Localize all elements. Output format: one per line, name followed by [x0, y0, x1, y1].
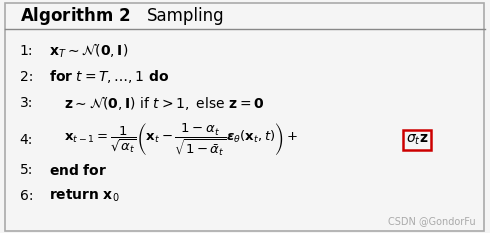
Text: $\mathbf{z} \sim \mathcal{N}(\mathbf{0}, \mathbf{I})\ \mathrm{if}\ t > 1,\ \math: $\mathbf{z} \sim \mathcal{N}(\mathbf{0},… — [64, 93, 264, 112]
Text: 4:: 4: — [20, 133, 33, 147]
Text: 6:: 6: — [20, 189, 33, 203]
Text: 2:: 2: — [20, 70, 33, 84]
Text: 1:: 1: — [20, 44, 33, 58]
FancyBboxPatch shape — [5, 3, 484, 231]
Text: $\mathbf{x}_T \sim \mathcal{N}(\mathbf{0}, \mathbf{I})$: $\mathbf{x}_T \sim \mathcal{N}(\mathbf{0… — [49, 42, 128, 60]
Text: $\mathbf{end\ for}$: $\mathbf{end\ for}$ — [49, 163, 107, 178]
Text: $\mathbf{for}\ t = T, \ldots, 1\ \mathbf{do}$: $\mathbf{for}\ t = T, \ldots, 1\ \mathbf… — [49, 69, 169, 85]
Text: Sampling: Sampling — [147, 7, 224, 25]
Text: $\mathbf{x}_{t-1} = \dfrac{1}{\sqrt{\alpha_t}} \left( \mathbf{x}_t - \dfrac{1-\a: $\mathbf{x}_{t-1} = \dfrac{1}{\sqrt{\alp… — [64, 122, 298, 158]
Text: 3:: 3: — [20, 96, 33, 110]
Text: 5:: 5: — [20, 163, 33, 177]
Text: $\mathbf{return}\ \mathbf{x}_0$: $\mathbf{return}\ \mathbf{x}_0$ — [49, 188, 120, 204]
Text: CSDN @GondorFu: CSDN @GondorFu — [388, 216, 475, 226]
Text: $\bf{Algorithm\ 2}$: $\bf{Algorithm\ 2}$ — [20, 5, 130, 27]
Text: $\sigma_t \mathbf{z}$: $\sigma_t \mathbf{z}$ — [406, 133, 428, 147]
